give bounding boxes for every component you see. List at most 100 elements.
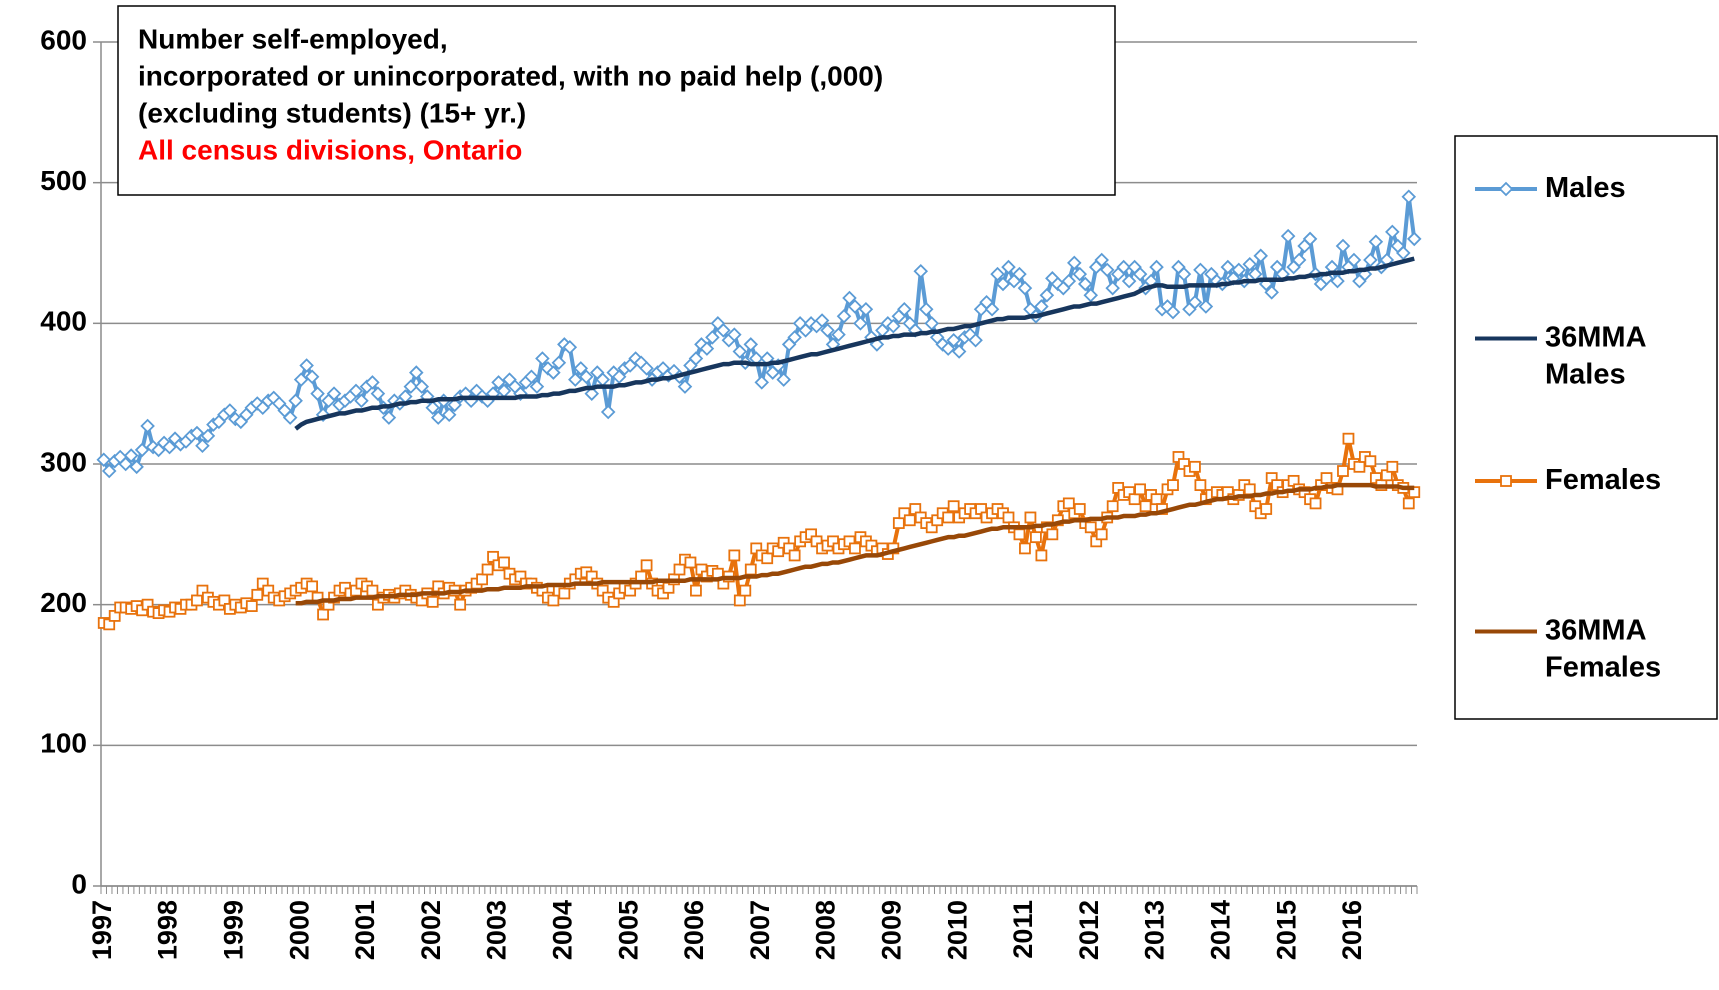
point <box>1346 252 1362 268</box>
point <box>535 351 550 366</box>
point <box>1396 245 1411 261</box>
point <box>1320 472 1333 484</box>
series-line <box>295 482 1415 606</box>
point <box>1062 497 1075 510</box>
point <box>968 332 983 348</box>
point <box>1121 273 1137 289</box>
point <box>990 266 1005 282</box>
point <box>1150 493 1163 506</box>
point <box>414 379 430 394</box>
point <box>558 587 571 600</box>
point <box>1280 228 1296 244</box>
point <box>573 361 589 376</box>
point <box>447 397 462 413</box>
point <box>96 452 112 468</box>
y-tick-label: 500 <box>40 165 87 196</box>
point <box>1337 465 1349 477</box>
point <box>1498 181 1514 197</box>
point <box>568 372 583 387</box>
x-tick-label: 1997 <box>87 900 117 960</box>
point <box>310 386 325 401</box>
title-box <box>117 5 1116 196</box>
point <box>118 456 133 472</box>
legend-label-line: Females <box>1545 464 1661 496</box>
point <box>315 407 331 423</box>
chart-title: Number self-employed, <box>138 23 448 54</box>
x-tick-label: 2004 <box>547 900 577 960</box>
point <box>688 351 704 366</box>
point <box>191 594 203 607</box>
x-tick-label: 1999 <box>218 900 248 960</box>
point <box>1176 266 1192 282</box>
point <box>1149 259 1164 275</box>
point <box>1231 262 1247 278</box>
point <box>584 386 600 401</box>
point <box>134 442 150 458</box>
point <box>409 365 424 380</box>
point <box>1030 531 1042 544</box>
point <box>1013 528 1026 541</box>
point <box>1035 549 1048 562</box>
point <box>1335 238 1351 254</box>
point <box>886 318 901 334</box>
legend-label: 36MMA Males <box>1545 321 1647 390</box>
point <box>365 375 380 390</box>
point <box>1106 500 1119 513</box>
x-tick-label: 2005 <box>613 900 643 960</box>
x-tick-label: 2013 <box>1140 900 1170 960</box>
point <box>995 276 1011 292</box>
point <box>129 459 144 475</box>
point <box>831 327 846 342</box>
point <box>1402 497 1415 510</box>
point <box>951 344 967 359</box>
point <box>1243 483 1256 496</box>
y-tick-label: 300 <box>40 446 87 477</box>
point <box>940 341 956 356</box>
point <box>924 316 939 331</box>
point <box>189 425 205 441</box>
chart-title: (excluding students) (15+ yr.) <box>138 97 526 128</box>
y-tick-label: 0 <box>71 868 87 899</box>
point <box>1242 256 1258 272</box>
point <box>1368 234 1384 250</box>
point <box>454 598 467 611</box>
x-tick-label: 2008 <box>811 900 841 960</box>
point <box>1132 266 1148 282</box>
point <box>1385 224 1400 240</box>
point <box>913 264 929 279</box>
point <box>787 330 802 345</box>
point <box>673 563 686 576</box>
point <box>200 428 216 444</box>
point <box>366 584 379 597</box>
point <box>947 500 960 513</box>
point <box>1198 299 1214 314</box>
point <box>814 313 830 328</box>
point <box>1116 259 1131 275</box>
point <box>403 379 419 394</box>
point <box>1194 479 1207 492</box>
point <box>1002 511 1015 524</box>
point <box>1260 503 1273 515</box>
y-tick-label: 600 <box>40 24 87 55</box>
point <box>547 594 560 607</box>
x-tick-label: 2002 <box>416 900 446 960</box>
chart-title: incorporated or unincorporated, with no … <box>138 60 883 91</box>
point <box>1099 262 1115 278</box>
point <box>1017 280 1033 296</box>
point <box>1330 273 1345 289</box>
point <box>836 309 852 324</box>
point <box>1039 287 1055 303</box>
point <box>1406 231 1422 247</box>
x-tick-label: 2016 <box>1337 900 1367 960</box>
point <box>1001 259 1016 275</box>
point <box>282 410 298 425</box>
point <box>788 549 801 562</box>
point <box>858 301 874 317</box>
x-tick-label: 2015 <box>1271 900 1301 960</box>
point <box>498 556 510 569</box>
point <box>1077 276 1093 292</box>
point <box>1105 280 1120 296</box>
point <box>529 379 545 394</box>
x-tick-label: 2011 <box>1008 900 1038 959</box>
point <box>1134 483 1146 496</box>
